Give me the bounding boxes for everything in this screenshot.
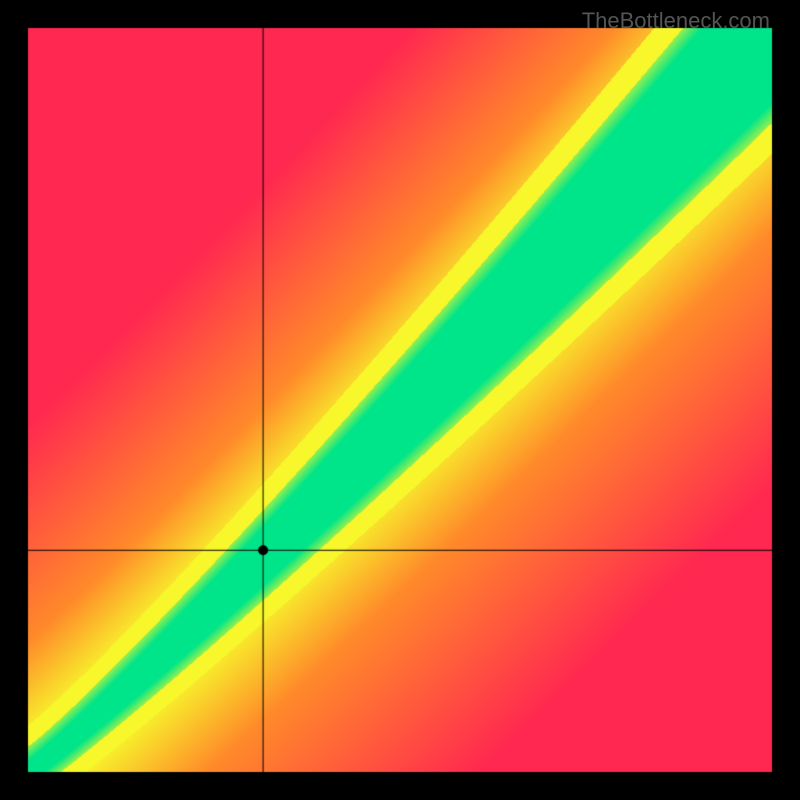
chart-container: TheBottleneck.com	[0, 0, 800, 800]
bottleneck-heatmap	[0, 0, 800, 800]
watermark-text: TheBottleneck.com	[582, 8, 770, 34]
